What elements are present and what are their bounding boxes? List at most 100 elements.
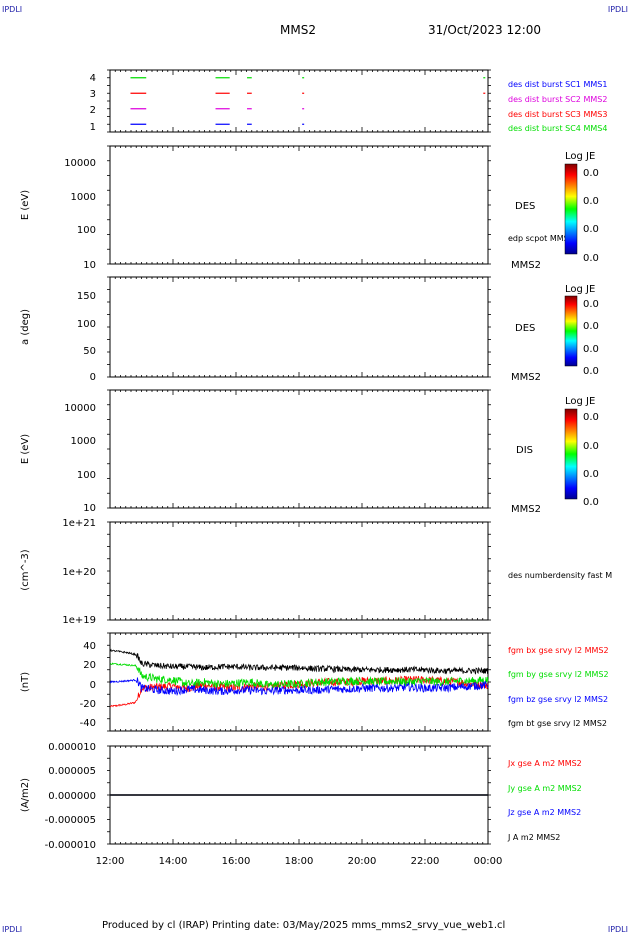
ytick-label: 4 (90, 73, 96, 84)
colorbar-tick: 0.0 (583, 412, 599, 423)
xtick-label: 00:00 (474, 856, 503, 867)
ytick-label: 50 (83, 346, 96, 357)
panel-current: (A/m2) 0.000010 0.000005 0.000000 -0.000… (20, 742, 582, 851)
corner-label-br: IPDLI (608, 925, 628, 934)
colorbar-tick: 0.0 (583, 366, 599, 377)
ytick-label: 1000 (71, 436, 96, 447)
colorbar-title: Log JE (565, 284, 595, 295)
current-legend-jz: Jz gse A m2 MMS2 (507, 808, 581, 817)
ytick-label: 150 (77, 291, 96, 302)
ytick-label: 20 (83, 660, 96, 671)
bfield-legend-bz: fgm bz gse srvy l2 MMS2 (508, 695, 608, 704)
burst-legend-sc1: des dist burst SC1 MMS1 (508, 80, 607, 89)
ytick-label: 100 (77, 470, 96, 481)
panel-burst: 4 3 2 1 des dist burst SC1 MMS1 des dist… (90, 69, 607, 133)
ytick-label: 3 (90, 89, 96, 100)
panel-des-pitch-label: DES (515, 323, 535, 334)
panel-des-energy-frame (109, 145, 489, 265)
colorbar-dis-energy: Log JE 0.0 0.0 0.0 0.0 (564, 396, 599, 508)
burst-interval-marks (130, 77, 486, 125)
colorbar-title: Log JE (565, 396, 595, 407)
panel-dis-energy-label: DIS (516, 445, 533, 456)
current-legend-jx: Jx gse A m2 MMS2 (507, 759, 582, 768)
ytick-label: 1e+19 (62, 615, 96, 626)
ytick-label: 1e+20 (62, 567, 96, 578)
corner-label-tl: IPDLI (2, 5, 22, 14)
panel-des-pitch: a (deg) 150 100 50 0 DES MMS2 (20, 276, 541, 383)
panel-dis-energy-ylabel: E (eV) (20, 434, 31, 464)
xtick-label: 14:00 (159, 856, 188, 867)
ytick-label: 40 (83, 641, 96, 652)
colorbar-des-pitch: Log JE 0.0 0.0 0.0 0.0 (564, 284, 599, 377)
ytick-label: 10 (83, 260, 96, 271)
current-legend-j: J A m2 MMS2 (507, 833, 560, 842)
xtick-label: 12:00 (96, 856, 125, 867)
colorbar-tick: 0.0 (583, 497, 599, 508)
panel-des-energy-label: DES (515, 201, 535, 212)
colorbar-tick: 0.0 (583, 441, 599, 452)
colorbar-gradient (564, 295, 578, 367)
colorbar-tick: 0.0 (583, 299, 599, 310)
colorbar-gradient (564, 408, 578, 500)
colorbar-title: Log JE (565, 151, 595, 162)
bfield-legend-bt: fgm bt gse srvy l2 MMS2 (508, 719, 607, 728)
panel-des-pitch-ylabel: a (deg) (20, 309, 31, 345)
panel-dis-energy: E (eV) 10000 1000 100 10 DIS MMS2 (20, 389, 541, 515)
colorbar-tick: 0.0 (583, 253, 599, 264)
panel-des-pitch-bottom-label: MMS2 (511, 372, 541, 383)
panel-current-ylabel: (A/m2) (20, 778, 31, 812)
colorbar-tick: 0.0 (583, 168, 599, 179)
panel-des-energy-ylabel: E (eV) (20, 190, 31, 220)
panel-des-energy-bottom-label: MMS2 (511, 260, 541, 271)
xtick-label: 22:00 (411, 856, 440, 867)
ytick-label: 2 (90, 105, 96, 116)
ytick-label: 1000 (71, 192, 96, 203)
bfield-series-line (109, 677, 489, 697)
panel-des-energy: E (eV) 10000 1000 100 10 DES edp scpot M… (20, 145, 574, 271)
burst-legend-sc3: des dist burst SC3 MMS3 (508, 110, 607, 119)
xtick-label: 18:00 (285, 856, 314, 867)
colorbar-des-energy: Log JE 0.0 0.0 0.0 0.0 (564, 151, 599, 264)
ytick-label: 1 (90, 122, 96, 133)
burst-legend-sc4: des dist burst SC4 MMS4 (508, 124, 607, 133)
colorbar-tick: 0.0 (583, 196, 599, 207)
panel-des-energy-sublabel: edp scpot MMS2 (508, 234, 574, 243)
ytick-label: 0 (90, 372, 96, 383)
burst-legend-sc2: des dist burst SC2 MMS2 (508, 95, 607, 104)
current-legend-jy: Jy gse A m2 MMS2 (507, 784, 582, 793)
bfield-legend-bx: fgm bx gse srvy l2 MMS2 (508, 646, 609, 655)
ytick-label: 10000 (64, 158, 96, 169)
panel-dis-energy-bottom-label: MMS2 (511, 504, 541, 515)
xtick-label: 20:00 (348, 856, 377, 867)
axis-tick-marks (107, 69, 491, 845)
ytick-label: 0.000010 (48, 742, 96, 753)
footer-text: Produced by cl (IRAP) Printing date: 03/… (102, 920, 505, 931)
ytick-label: 0.000005 (48, 766, 96, 777)
ytick-label: 100 (77, 319, 96, 330)
header-datetime: 31/Oct/2023 12:00 (428, 23, 541, 37)
panel-burst-yticks: 4 3 2 1 (90, 73, 96, 133)
header-spacecraft: MMS2 (280, 23, 316, 37)
corner-label-bl: IPDLI (2, 925, 22, 934)
panel-density-ylabel: (cm^-3) (20, 549, 31, 590)
ytick-label: -40 (80, 718, 96, 729)
bfield-legend-by: fgm by gse srvy l2 MMS2 (508, 670, 609, 679)
colorbar-tick: 0.0 (583, 469, 599, 480)
ytick-label: 10 (83, 503, 96, 514)
colorbar-tick: 0.0 (583, 321, 599, 332)
ytick-label: 100 (77, 225, 96, 236)
ytick-label: -20 (80, 699, 96, 710)
corner-label-tr: IPDLI (608, 5, 628, 14)
panel-bfield-ylabel: (nT) (20, 672, 31, 692)
panel-burst-frame (109, 69, 489, 133)
xtick-label: 16:00 (222, 856, 251, 867)
ytick-label: -0.000010 (45, 840, 96, 851)
panel-des-pitch-frame (109, 276, 489, 378)
bfield-series-line (109, 648, 489, 675)
panel-density-frame (109, 521, 489, 621)
bfield-lines (109, 648, 489, 708)
panel-dis-energy-frame (109, 389, 489, 509)
ytick-label: -0.000005 (45, 815, 96, 826)
colorbar-gradient (564, 163, 578, 255)
